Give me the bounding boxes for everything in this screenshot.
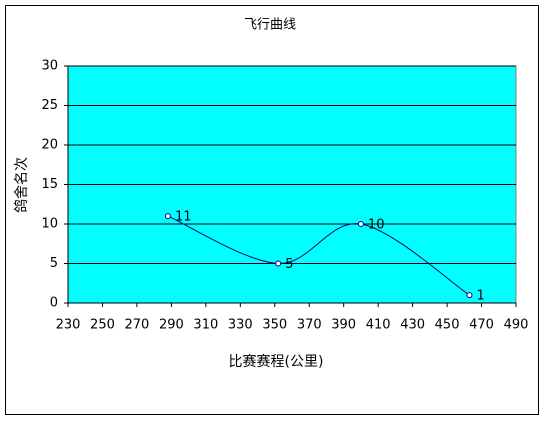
y-axis-label: 鸽舍名次	[13, 157, 30, 213]
data-label: 5	[285, 257, 293, 272]
point	[164, 213, 171, 220]
x-tick-label: 270	[125, 318, 150, 333]
y-tick-label: 20	[41, 138, 58, 153]
y-tick-label: 30	[41, 59, 58, 74]
data-label: 10	[368, 218, 385, 233]
data-label: 11	[175, 210, 192, 225]
x-tick-label: 410	[366, 318, 391, 333]
x-tick-label: 230	[56, 318, 81, 333]
y-tick-label: 0	[50, 296, 58, 311]
x-tick-label: 390	[331, 318, 356, 333]
x-tick-label: 470	[469, 318, 494, 333]
x-tick-label: 490	[504, 318, 529, 333]
x-tick-label: 310	[193, 318, 218, 333]
chart-title: 飞行曲线	[244, 18, 296, 33]
y-tick-label: 25	[41, 98, 58, 113]
x-tick-label: 450	[435, 318, 460, 333]
x-tick-label: 430	[400, 318, 425, 333]
y-tick-label: 10	[41, 217, 58, 232]
x-tick-label: 370	[297, 318, 322, 333]
x-axis-label: 比赛赛程(公里)	[229, 354, 324, 370]
series-line	[167, 215, 470, 296]
point	[466, 292, 473, 299]
x-tick-label: 330	[228, 318, 253, 333]
data-label: 1	[476, 289, 484, 304]
x-tick-label: 350	[262, 318, 287, 333]
point	[275, 260, 282, 267]
x-tick-label: 250	[90, 318, 115, 333]
y-tick-label: 5	[50, 256, 58, 271]
y-tick-label: 15	[41, 177, 58, 192]
x-tick-label: 290	[159, 318, 184, 333]
point	[357, 221, 364, 227]
